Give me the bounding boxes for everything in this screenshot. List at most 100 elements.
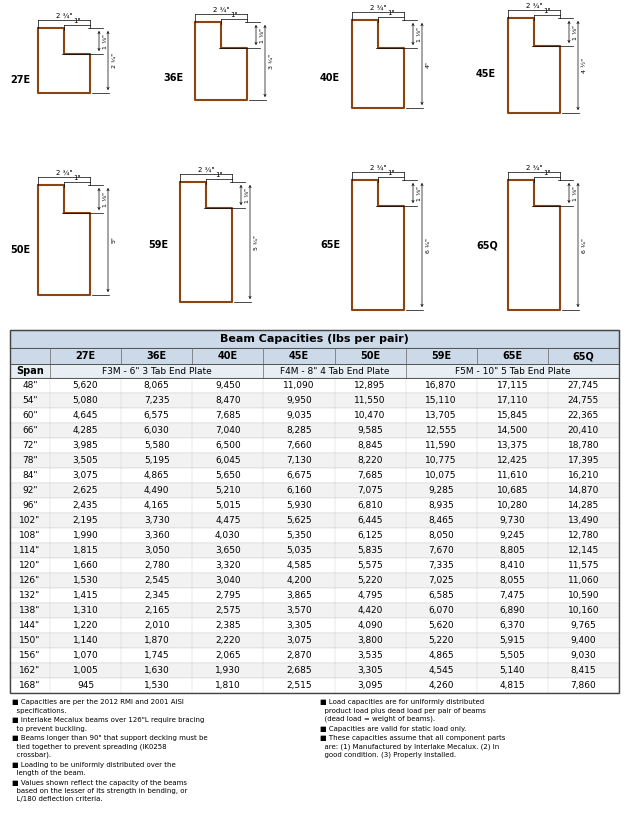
Bar (10, 423, 619, 438)
Text: 3,800: 3,800 (357, 636, 383, 645)
Text: 3,985: 3,985 (73, 441, 98, 450)
Text: 12,780: 12,780 (568, 531, 599, 540)
Text: 8,285: 8,285 (286, 426, 312, 435)
Text: 9,030: 9,030 (571, 651, 596, 660)
Text: 2 ¾": 2 ¾" (213, 7, 230, 13)
Text: 1,530: 1,530 (73, 576, 98, 585)
Text: 7,670: 7,670 (428, 546, 454, 555)
Text: 45E: 45E (476, 69, 496, 79)
Text: 2 ¾": 2 ¾" (112, 53, 117, 68)
Text: 8,470: 8,470 (215, 396, 241, 405)
Text: Beam Capacities (lbs per pair): Beam Capacities (lbs per pair) (220, 334, 409, 344)
Text: 5,835: 5,835 (357, 546, 383, 555)
Bar (10, 348, 619, 364)
Bar (10, 330, 619, 348)
Text: 27,745: 27,745 (568, 381, 599, 390)
Bar (10, 648, 619, 663)
Text: 2,010: 2,010 (144, 621, 169, 630)
Text: 18,780: 18,780 (568, 441, 599, 450)
Text: 2 ¾": 2 ¾" (526, 165, 542, 171)
Text: 72": 72" (22, 441, 38, 450)
Text: 7,075: 7,075 (357, 486, 383, 495)
Text: 4,865: 4,865 (428, 651, 454, 660)
Text: 40E: 40E (320, 73, 340, 83)
Bar (10, 364, 619, 378)
Bar (10, 528, 619, 543)
Text: length of the beam.: length of the beam. (12, 770, 86, 776)
Text: 2,345: 2,345 (144, 591, 169, 600)
Text: based on the lesser of its strength in bending, or: based on the lesser of its strength in b… (12, 788, 187, 794)
Text: 4,585: 4,585 (286, 561, 312, 570)
Text: 36E: 36E (147, 351, 167, 361)
Text: ■ Loading to be uniformly distributed over the: ■ Loading to be uniformly distributed ov… (12, 761, 175, 767)
Text: 4 ½": 4 ½" (582, 58, 587, 73)
Text: 5,930: 5,930 (286, 501, 312, 510)
Bar (10, 513, 619, 528)
Text: 5,620: 5,620 (428, 621, 454, 630)
Text: 2 ¾": 2 ¾" (56, 170, 72, 176)
Text: 3,095: 3,095 (357, 681, 383, 690)
Text: 8,465: 8,465 (428, 516, 454, 525)
Text: 2,385: 2,385 (215, 621, 241, 630)
Text: 5": 5" (112, 237, 117, 243)
Text: 4,490: 4,490 (144, 486, 169, 495)
Text: 2 ¾": 2 ¾" (198, 167, 214, 173)
Text: 10,590: 10,590 (568, 591, 599, 600)
Text: 22,365: 22,365 (568, 411, 599, 420)
Text: 1,660: 1,660 (73, 561, 98, 570)
Text: 4,090: 4,090 (357, 621, 383, 630)
Text: 2,165: 2,165 (144, 606, 169, 615)
Text: crossbar).: crossbar). (12, 752, 51, 759)
Text: 5,915: 5,915 (499, 636, 525, 645)
Text: 96": 96" (22, 501, 38, 510)
Text: 65E: 65E (320, 240, 340, 250)
Text: 1 ⅛": 1 ⅛" (573, 186, 578, 201)
Text: 120": 120" (19, 561, 41, 570)
Text: 6,445: 6,445 (357, 516, 383, 525)
Text: 36E: 36E (163, 73, 183, 83)
Text: 5,035: 5,035 (286, 546, 312, 555)
Text: 1,530: 1,530 (144, 681, 170, 690)
Text: 4,030: 4,030 (215, 531, 241, 540)
Text: 8,055: 8,055 (499, 576, 525, 585)
Text: 1 ⅛": 1 ⅛" (260, 27, 265, 42)
Text: 1 ⅛": 1 ⅛" (103, 33, 108, 48)
Text: 2,195: 2,195 (73, 516, 98, 525)
Text: 3,320: 3,320 (215, 561, 241, 570)
Text: 2 ¾": 2 ¾" (56, 13, 72, 19)
Text: 3,650: 3,650 (215, 546, 241, 555)
Text: 3,570: 3,570 (286, 606, 312, 615)
Text: 1 ⅛": 1 ⅛" (417, 186, 422, 201)
Text: 10,470: 10,470 (354, 411, 386, 420)
Text: are: (1) Manufactured by Interlake Mecalux. (2) In: are: (1) Manufactured by Interlake Mecal… (320, 744, 499, 750)
Text: 5 ¾": 5 ¾" (254, 235, 259, 250)
Text: 60": 60" (22, 411, 38, 420)
Bar (10, 573, 619, 588)
Text: 11,610: 11,610 (496, 471, 528, 480)
Text: 3,305: 3,305 (286, 621, 312, 630)
Text: 4,645: 4,645 (73, 411, 98, 420)
Text: 8,050: 8,050 (428, 531, 454, 540)
Text: 13,705: 13,705 (425, 411, 457, 420)
Text: 3,305: 3,305 (357, 666, 383, 675)
Text: 2 ¾": 2 ¾" (526, 3, 542, 9)
Text: 9,950: 9,950 (286, 396, 312, 405)
Text: 7,025: 7,025 (428, 576, 454, 585)
Text: 4,260: 4,260 (428, 681, 454, 690)
Text: 126": 126" (19, 576, 41, 585)
Text: 11,590: 11,590 (425, 441, 457, 450)
Text: 2 ¾": 2 ¾" (370, 5, 386, 11)
Text: 92": 92" (22, 486, 38, 495)
Text: 2,515: 2,515 (286, 681, 312, 690)
Text: product load plus dead load per pair of beams: product load plus dead load per pair of … (320, 707, 486, 714)
Text: 1,220: 1,220 (73, 621, 98, 630)
Text: 3,040: 3,040 (215, 576, 241, 585)
Text: 65Q: 65Q (476, 240, 498, 250)
Text: 3,050: 3,050 (144, 546, 170, 555)
Text: 7,860: 7,860 (571, 681, 596, 690)
Text: 7,235: 7,235 (144, 396, 169, 405)
Text: 8,845: 8,845 (357, 441, 383, 450)
Text: 13,375: 13,375 (496, 441, 528, 450)
Text: 5,220: 5,220 (428, 636, 454, 645)
Text: ■ Capacities are per the 2012 RMI and 2001 AISI: ■ Capacities are per the 2012 RMI and 20… (12, 699, 184, 705)
